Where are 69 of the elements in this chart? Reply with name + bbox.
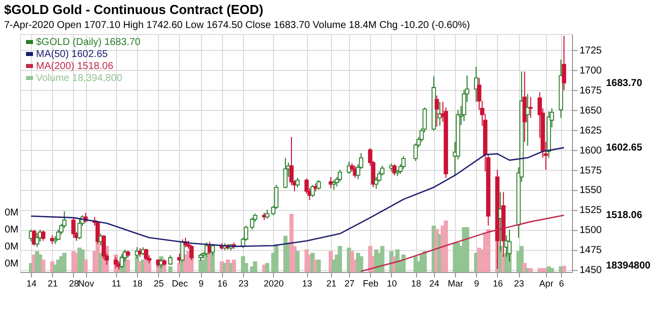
x-tick-label: 11 (112, 278, 122, 288)
y-tick-label: 1575 (580, 165, 602, 176)
candlestick (474, 66, 478, 102)
candlestick (168, 254, 172, 266)
text: 1602.65 (606, 142, 643, 154)
x-tick-label: 9 (474, 278, 480, 288)
y-tick-label: 1650 (580, 105, 602, 116)
candlestick (41, 230, 46, 242)
x-tick-label: 21 (326, 278, 336, 288)
candlestick (77, 218, 82, 240)
x-tick-label: 18 (411, 278, 422, 288)
line-series (30, 147, 565, 248)
candlestick (283, 157, 288, 189)
candlestick (34, 232, 40, 248)
y-tick-label: 1550 (580, 185, 602, 196)
x-tick-label: 25 (154, 278, 164, 288)
x-tick-label: 9 (198, 278, 204, 288)
candlestick (316, 180, 321, 190)
y-tick-label: 1600 (580, 145, 602, 156)
x-tick-label: 24 (429, 278, 440, 288)
x-tick-label: 16 (492, 278, 503, 288)
x-tick-label: Feb (362, 278, 378, 288)
y2-tick-label: 0M (4, 241, 18, 252)
text: 18394800 (606, 260, 651, 272)
x-tick-label: 27 (344, 278, 354, 288)
candlestick (295, 177, 300, 188)
x-tick-label: Dec (172, 278, 188, 288)
legend-label: Volume 18,394,800 (36, 73, 123, 84)
x-tick-label: 18 (132, 278, 143, 288)
line-series (360, 214, 565, 272)
legend-label: MA(200) 1518.06 (36, 61, 114, 72)
candlestick (562, 35, 566, 91)
x-tick-label: Nov (78, 278, 95, 288)
chart-title: $GOLD Gold - Continuous Contract (EOD) (4, 2, 264, 17)
y-tick-label: 1675 (580, 85, 602, 96)
x-tick-label: 23 (514, 278, 524, 288)
x-tick-label: 28 (68, 278, 79, 288)
x-tick-label: 23 (238, 278, 249, 288)
legend-label: $GOLD (Daily) 1683.70 (36, 37, 141, 48)
x-tick-label: 13 (302, 278, 312, 288)
y2-tick-label: 0M (4, 224, 18, 236)
x-tick-label: 2020 (264, 278, 284, 288)
y-tick-label: 1500 (580, 225, 602, 236)
y-tick-label: 1475 (580, 245, 602, 256)
x-tick-label: Apr (539, 278, 554, 288)
legend-label: MA(50) 1602.65 (36, 49, 108, 60)
y2-tick-label: 0M (4, 258, 18, 270)
x-tick-label: Mar (448, 278, 464, 288)
y2-tick-label: 0M (4, 207, 18, 218)
x-tick-label: 6 (558, 278, 564, 288)
candlestick (310, 184, 315, 198)
candlestick (338, 169, 342, 182)
y-tick-label: 1700 (580, 65, 602, 76)
y-tick-label: 1525 (580, 205, 602, 216)
candlestick (528, 96, 533, 118)
candlestick (434, 94, 439, 128)
x-tick-label: 14 (26, 278, 37, 288)
x-tick-label: 10 (386, 278, 397, 288)
chart-subtitle: 7-Apr-2020 Open 1707.10 High 1742.60 Low 1674.50 Close 1683.70 Volume 18.4M Chg -10.20 (-0.60%) (4, 20, 470, 31)
text: 1518.06 (606, 210, 643, 222)
candlestick (71, 218, 76, 238)
y-tick-label: 1725 (580, 45, 602, 56)
text: 1683.70 (606, 78, 643, 89)
x-tick-label: 16 (217, 278, 228, 288)
candlestick (525, 93, 530, 146)
y-tick-label: 1625 (580, 125, 602, 136)
x-tick-label: 21 (48, 278, 58, 288)
y-tick-label: 1450 (580, 265, 602, 276)
candlestick (332, 180, 336, 190)
